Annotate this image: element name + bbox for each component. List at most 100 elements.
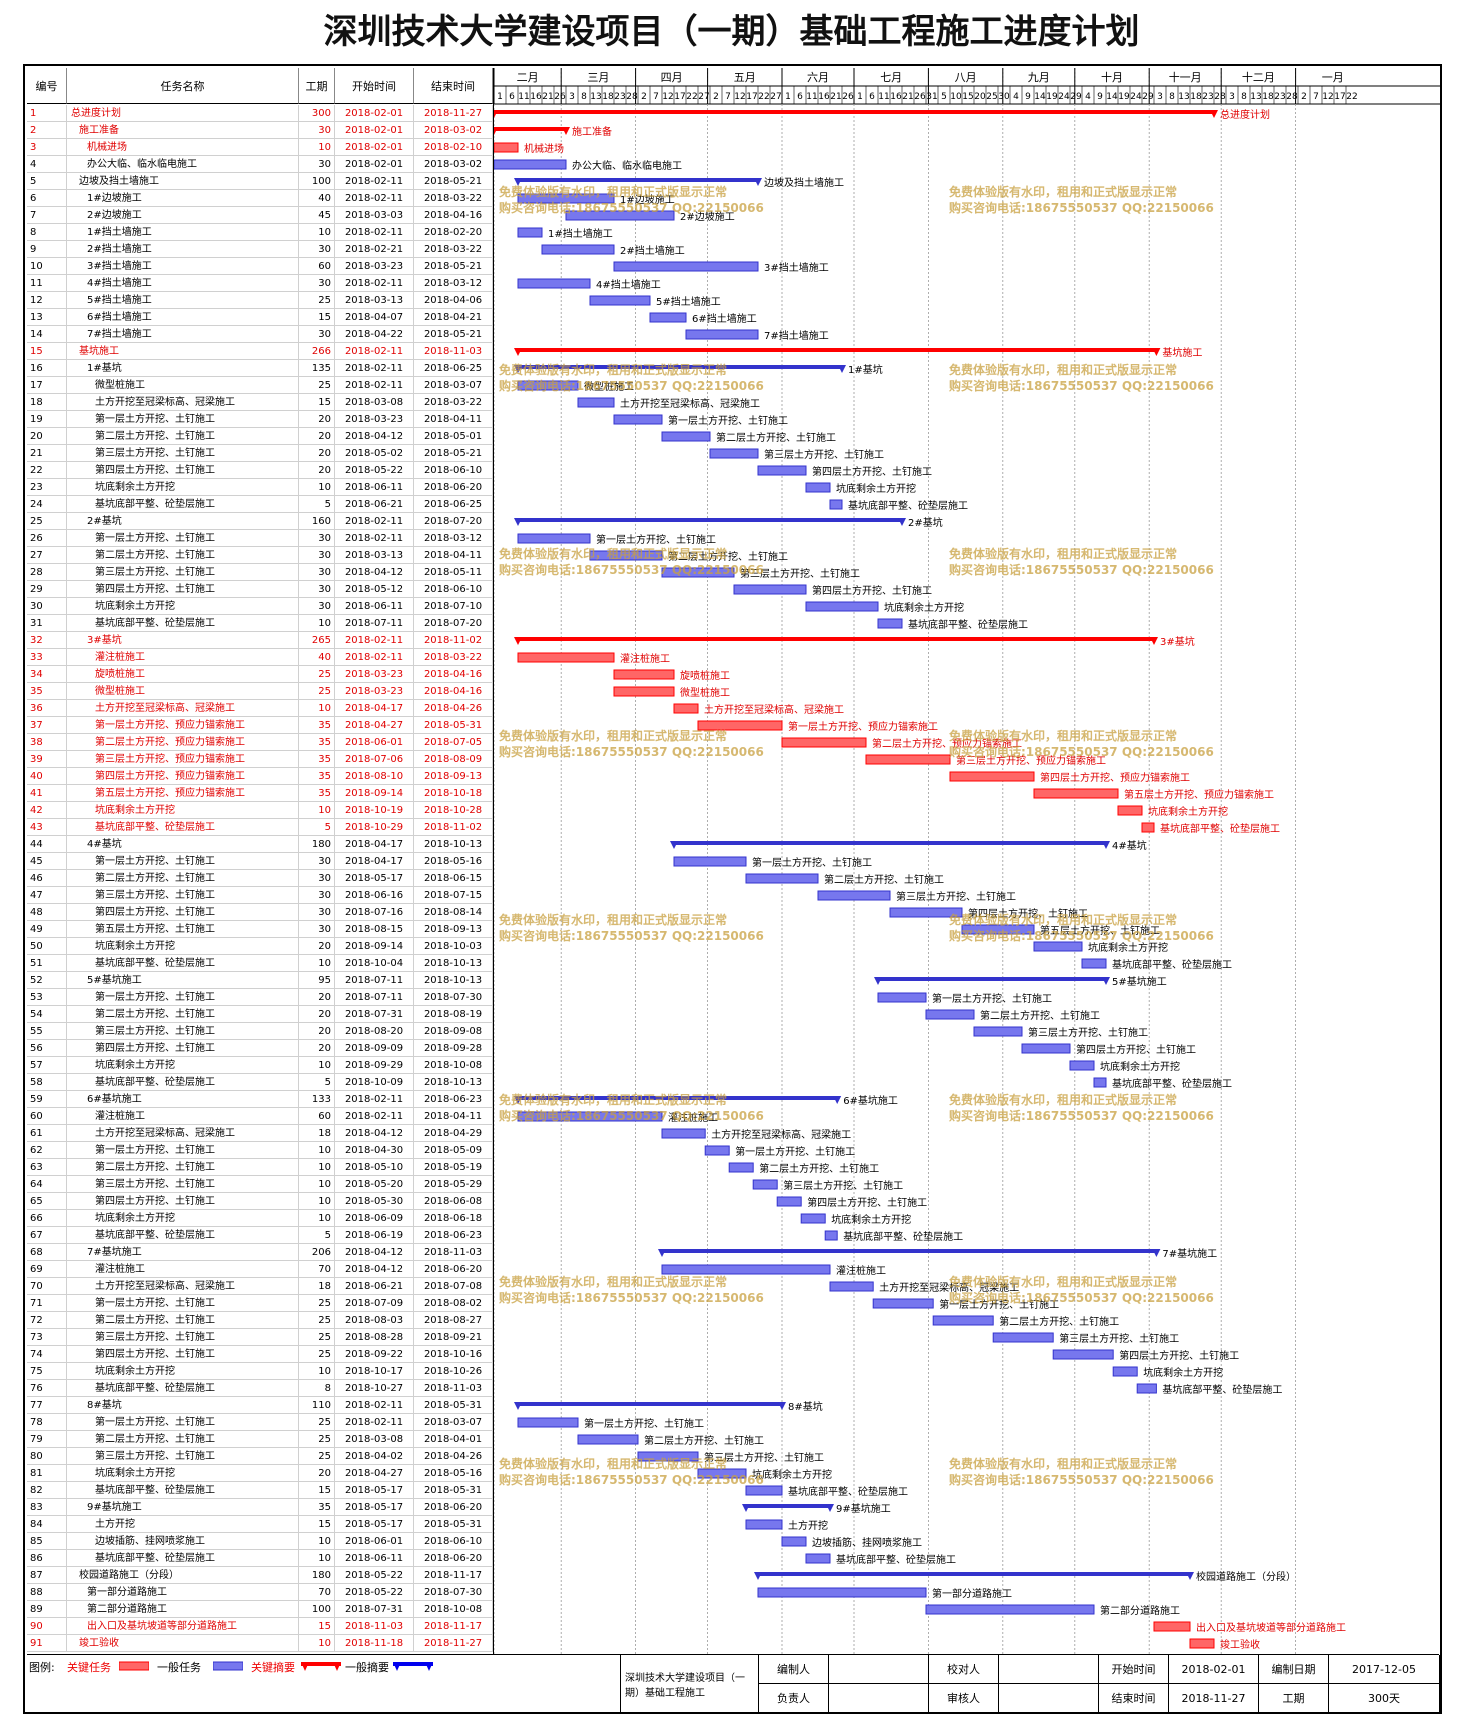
- task-name: 第三层土方开挖、预应力锚索施工: [67, 751, 299, 768]
- day-label: 24: [1058, 92, 1070, 102]
- table-row: 29 第四层土方开挖、土钉施工 30 2018-05-12 2018-06-10: [27, 581, 493, 598]
- task-bar-label: 第二层土方开挖、土钉施工: [980, 1009, 1100, 1022]
- task-bar: [517, 533, 591, 544]
- task-bar: [1141, 822, 1155, 833]
- task-end: 2018-05-19: [414, 1159, 493, 1176]
- task-bar-label: 基坑施工: [1162, 346, 1202, 359]
- task-bar-label: 第一层土方开挖、土钉施工: [939, 1298, 1059, 1311]
- task-end: 2018-02-20: [414, 224, 493, 241]
- summary-bar: [518, 518, 902, 522]
- legend-critical-summary-swatch: [301, 1662, 341, 1671]
- day-label: 26: [842, 92, 854, 102]
- task-duration: 15: [299, 394, 335, 411]
- task-id: 49: [27, 921, 67, 938]
- task-id: 68: [27, 1244, 67, 1261]
- task-end: 2018-03-22: [414, 190, 493, 207]
- task-bar-label: 2#基坑: [908, 516, 943, 529]
- summary-end-cap: [833, 1096, 842, 1104]
- task-id: 59: [27, 1091, 67, 1108]
- task-id: 37: [27, 717, 67, 734]
- task-id: 45: [27, 853, 67, 870]
- task-start: 2018-10-27: [335, 1380, 414, 1397]
- task-id: 66: [27, 1210, 67, 1227]
- task-bar-label: 边坡插筋、挂网喷浆施工: [812, 1536, 922, 1549]
- summary-end-cap: [1186, 1572, 1194, 1580]
- task-bar-label: 土方开挖至冠梁标高、冠梁施工: [711, 1128, 851, 1141]
- task-bar-label: 第二层土方开挖、土钉施工: [716, 431, 836, 444]
- task-duration: 25: [299, 1329, 335, 1346]
- task-start: 2018-10-29: [335, 819, 414, 836]
- task-end: 2018-06-23: [414, 1091, 493, 1108]
- task-name: 第四层土方开挖、土钉施工: [67, 462, 299, 479]
- task-name: 竣工验收: [67, 1635, 299, 1652]
- task-start: 2018-10-19: [335, 802, 414, 819]
- task-end: 2018-11-27: [414, 1635, 493, 1652]
- day-label: 19: [1118, 92, 1130, 102]
- task-name: 基坑底部平整、砼垫层施工: [67, 496, 299, 513]
- task-bar-label: 总进度计划: [1220, 108, 1270, 121]
- task-bar-label: 旋喷桩施工: [680, 669, 730, 682]
- task-id: 71: [27, 1295, 67, 1312]
- task-bar-label: 第二层土方开挖、土钉施工: [644, 1434, 764, 1447]
- day-label: 27: [770, 92, 781, 102]
- task-end: 2018-04-26: [414, 700, 493, 717]
- table-row: 91 竣工验收 10 2018-11-18 2018-11-27: [27, 1635, 493, 1652]
- table-row: 15 基坑施工 266 2018-02-11 2018-11-03: [27, 343, 493, 360]
- task-bar: [517, 1111, 663, 1122]
- task-name: 灌注桩施工: [67, 649, 299, 666]
- page-title: 深圳技术大学建设项目（一期）基础工程施工进度计划: [323, 12, 1140, 52]
- task-bar: [517, 380, 579, 391]
- table-row: 3 机械进场 10 2018-02-01 2018-02-10: [27, 139, 493, 156]
- watermark-line2: 购买咨询电话:18675550537 QQ:22150066: [499, 562, 764, 577]
- task-bar-label: 坑底剩余土方开挖: [836, 482, 916, 495]
- table-row: 73 第三层土方开挖、土钉施工 25 2018-08-28 2018-09-21: [27, 1329, 493, 1346]
- table-row: 2 施工准备 30 2018-02-01 2018-03-02: [27, 122, 493, 139]
- task-bar-label: 6#基坑施工: [843, 1094, 898, 1107]
- day-label: 20: [974, 92, 986, 102]
- task-bar-label: 第一层土方开挖、土钉施工: [932, 992, 1052, 1005]
- task-id: 32: [27, 632, 67, 649]
- task-start: 2018-04-17: [335, 836, 414, 853]
- task-name: 2#边坡施工: [67, 207, 299, 224]
- day-label: 1: [497, 92, 503, 102]
- task-name: 边坡插筋、挂网喷浆施工: [67, 1533, 299, 1550]
- task-duration: 15: [299, 1516, 335, 1533]
- table-row: 68 7#基坑施工 206 2018-04-12 2018-11-03: [27, 1244, 493, 1261]
- info-date-label: 编制日期: [1259, 1655, 1329, 1684]
- task-bar-label: 第三层土方开挖、土钉施工: [764, 448, 884, 461]
- task-start: 2018-04-12: [335, 1125, 414, 1142]
- task-name: 第一层土方开挖、预应力锚索施工: [67, 717, 299, 734]
- info-reviewer-value: [999, 1684, 1099, 1713]
- task-bar: [577, 397, 615, 408]
- table-row: 50 坑底剩余土方开挖 20 2018-09-14 2018-10-03: [27, 938, 493, 955]
- task-start: 2018-08-15: [335, 921, 414, 938]
- task-end: 2018-04-01: [414, 1431, 493, 1448]
- day-label: 17: [746, 92, 757, 102]
- task-end: 2018-05-31: [414, 1482, 493, 1499]
- task-start: 2018-06-11: [335, 479, 414, 496]
- task-name: 第四层土方开挖、土钉施工: [67, 1346, 299, 1363]
- task-bar: [1136, 1383, 1157, 1394]
- day-label: 24: [1130, 92, 1142, 102]
- table-row: 4 办公大临、临水临电施工 30 2018-02-01 2018-03-02: [27, 156, 493, 173]
- task-duration: 110: [299, 1397, 335, 1414]
- task-end: 2018-04-06: [414, 292, 493, 309]
- task-name: 施工准备: [67, 122, 299, 139]
- table-row: 5 边坡及挡土墙施工 100 2018-02-11 2018-05-21: [27, 173, 493, 190]
- task-start: 2018-07-06: [335, 751, 414, 768]
- task-bar: [517, 193, 615, 204]
- task-start: 2018-02-11: [335, 513, 414, 530]
- task-bar-label: 坑底剩余土方开挖: [1143, 1366, 1223, 1379]
- table-row: 72 第二层土方开挖、土钉施工 25 2018-08-03 2018-08-27: [27, 1312, 493, 1329]
- table-row: 63 第二层土方开挖、土钉施工 10 2018-05-10 2018-05-19: [27, 1159, 493, 1176]
- day-label: 18: [1190, 92, 1202, 102]
- watermark-line1: 免费体验版有水印，租用和正式版显示正常: [499, 1274, 727, 1289]
- task-id: 76: [27, 1380, 67, 1397]
- legend-normal-task-swatch: [213, 1661, 243, 1671]
- task-bar-label: 土方开挖至冠梁标高、冠梁施工: [879, 1281, 1019, 1294]
- summary-start-cap: [754, 1572, 762, 1580]
- table-row: 6 1#边坡施工 40 2018-02-11 2018-03-22: [27, 190, 493, 207]
- task-id: 89: [27, 1601, 67, 1618]
- task-duration: 133: [299, 1091, 335, 1108]
- task-bar: [709, 448, 759, 459]
